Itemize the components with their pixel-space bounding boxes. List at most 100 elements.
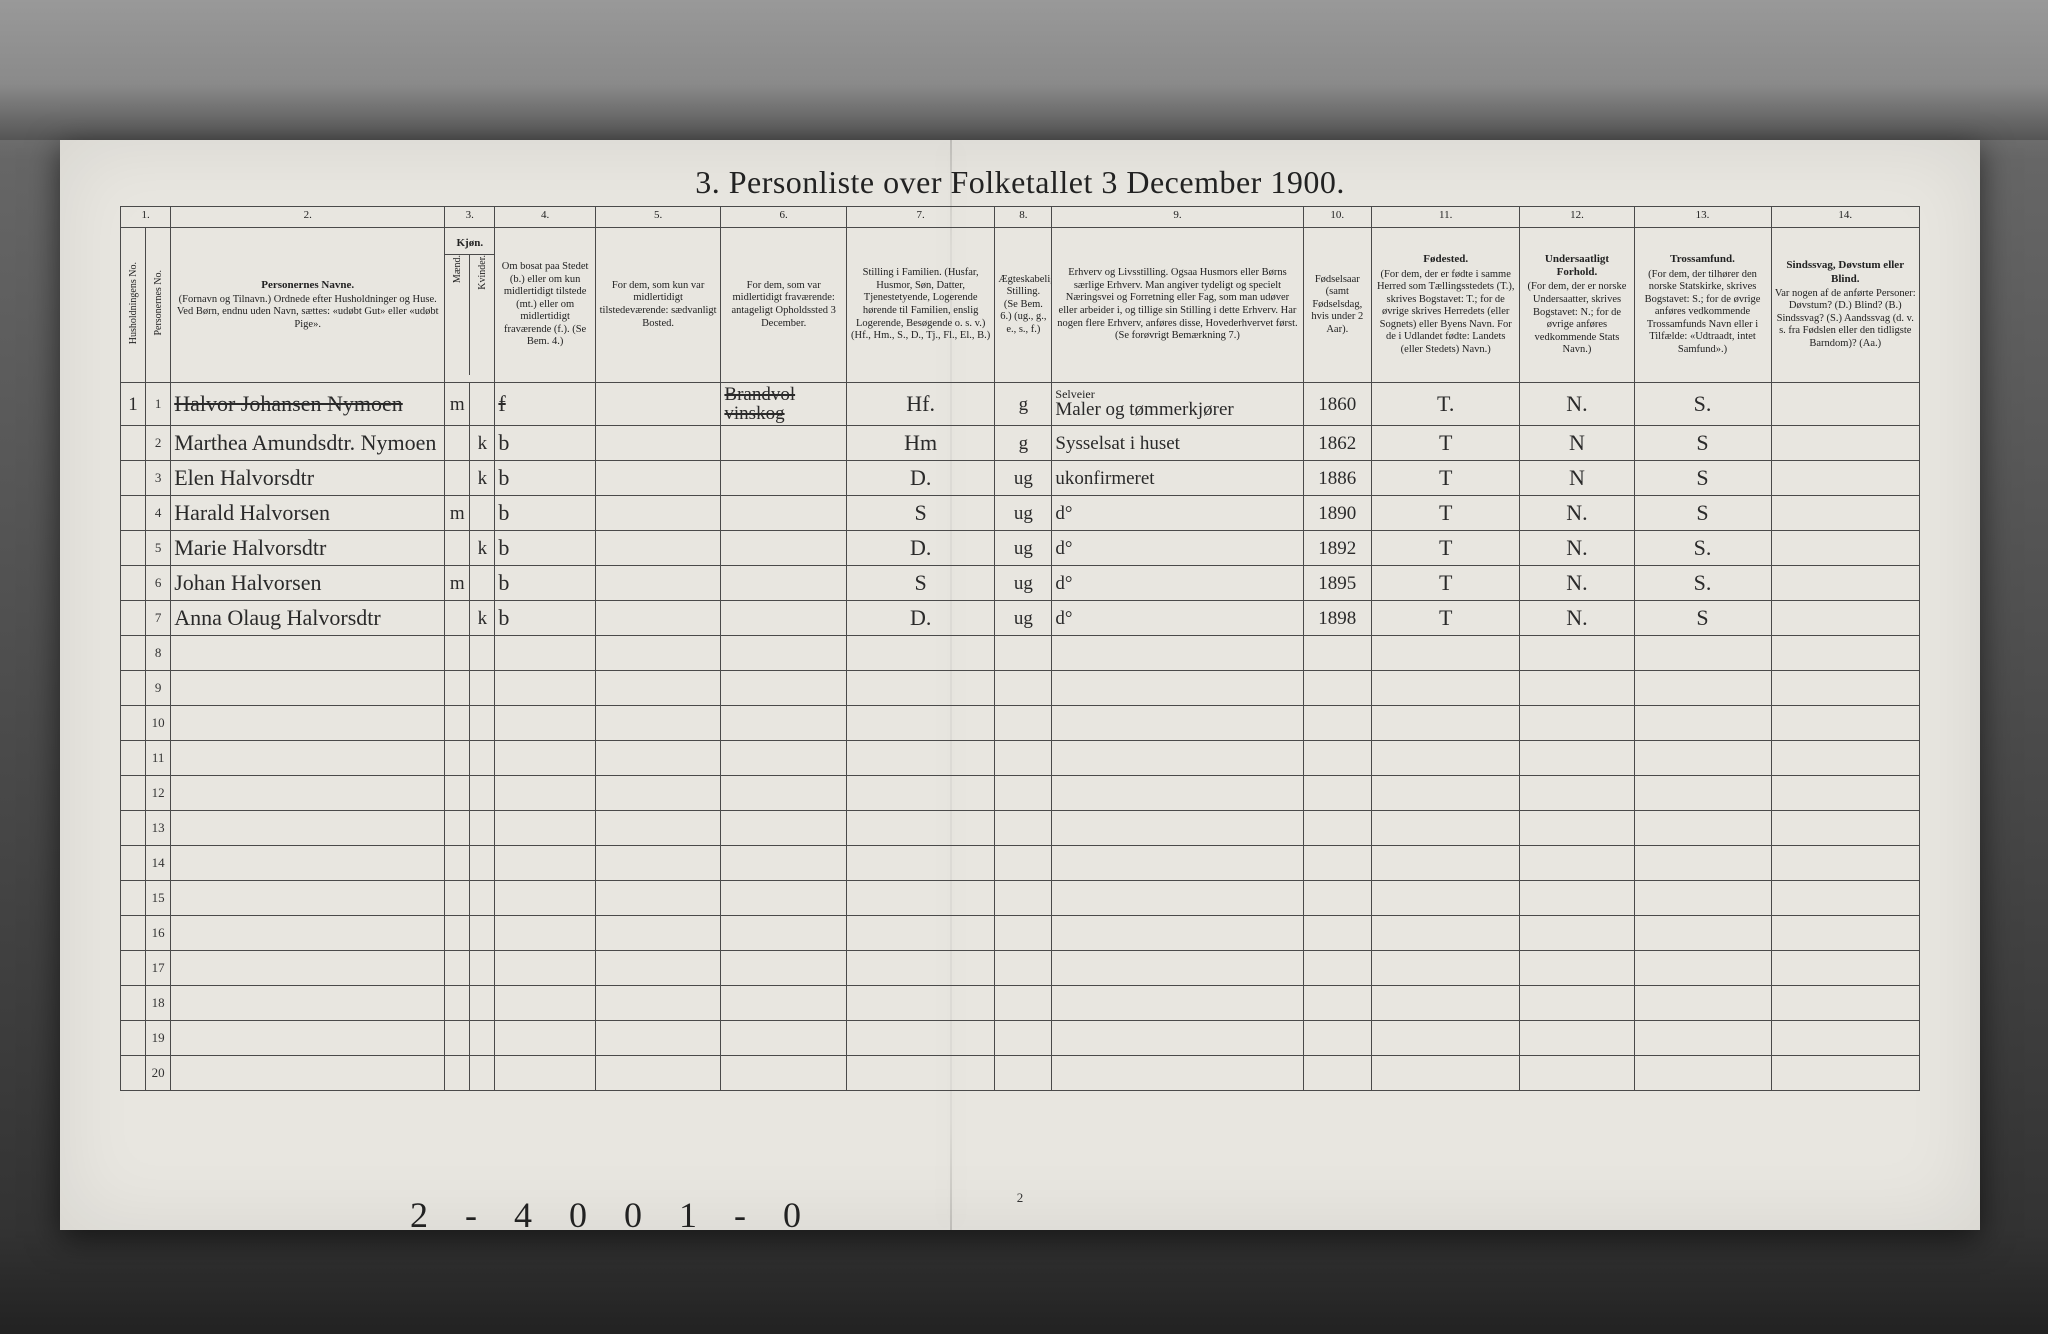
cell-blank: [470, 881, 495, 916]
cell-blank: [171, 636, 445, 671]
cell-blank: [1634, 741, 1771, 776]
header-status: Om bosat paa Stedet (b.) eller om kun mi…: [495, 228, 595, 383]
cell-sex-k: [470, 566, 495, 601]
cell-person-no: 10: [146, 706, 171, 741]
cell-household-no: [121, 916, 146, 951]
cell-blank: [445, 986, 470, 1021]
cell-blank: [995, 846, 1052, 881]
cell-blank: [721, 1021, 847, 1056]
cell-blank: [1372, 986, 1520, 1021]
cell-blank: [1634, 846, 1771, 881]
cell-blank: [1052, 881, 1303, 916]
cell-blank: [445, 916, 470, 951]
cell-sex-m: [445, 601, 470, 636]
cell-blank: [595, 1056, 721, 1091]
cell-usual-residence: [595, 426, 721, 461]
cell-household-no: [121, 846, 146, 881]
cell-blank: [445, 811, 470, 846]
table-row: 9: [121, 671, 1920, 706]
cell-birthplace: T: [1372, 426, 1520, 461]
table-row: 4Harald HalvorsenmbSugd°1890TN.S: [121, 496, 1920, 531]
header-faith: Trossamfund. (For dem, der tilhører den …: [1634, 228, 1771, 383]
cell-sex-m: [445, 426, 470, 461]
cell-blank: [721, 1056, 847, 1091]
cell-disability: [1771, 566, 1919, 601]
cell-family-position: D.: [846, 601, 994, 636]
cell-nationality: N: [1520, 461, 1634, 496]
cell-blank: [1520, 951, 1634, 986]
cell-blank: [1520, 916, 1634, 951]
cell-blank: [995, 1021, 1052, 1056]
colno-8: 8.: [995, 207, 1052, 228]
cell-blank: [1372, 1021, 1520, 1056]
cell-blank: [1303, 986, 1371, 1021]
cell-person-no: 3: [146, 461, 171, 496]
cell-blank: [1771, 636, 1919, 671]
cell-blank: [445, 671, 470, 706]
cell-blank: [470, 671, 495, 706]
cell-blank: [171, 741, 445, 776]
cell-blank: [1634, 671, 1771, 706]
cell-household-no: [121, 461, 146, 496]
cell-occupation: d°: [1052, 531, 1303, 566]
cell-blank: [495, 881, 595, 916]
document-paper: 3. Personliste over Folketallet 3 Decemb…: [60, 140, 1980, 1230]
cell-family-position: S: [846, 496, 994, 531]
cell-blank: [995, 741, 1052, 776]
cell-blank: [846, 1056, 994, 1091]
cell-blank: [1372, 776, 1520, 811]
cell-blank: [1303, 846, 1371, 881]
table-row: 15: [121, 881, 1920, 916]
cell-blank: [595, 846, 721, 881]
cell-person-no: 8: [146, 636, 171, 671]
cell-birthplace: T: [1372, 496, 1520, 531]
cell-person-no: 1: [146, 383, 171, 426]
cell-blank: [1634, 951, 1771, 986]
cell-sex-m: [445, 531, 470, 566]
cell-faith: S: [1634, 461, 1771, 496]
cell-blank: [846, 846, 994, 881]
cell-blank: [1771, 951, 1919, 986]
cell-household-no: [121, 1021, 146, 1056]
cell-blank: [595, 706, 721, 741]
cell-occupation: SelveierMaler og tømmerkjører: [1052, 383, 1303, 426]
cell-status: f: [495, 383, 595, 426]
cell-blank: [1771, 811, 1919, 846]
colno-12: 12.: [1520, 207, 1634, 228]
cell-blank: [171, 671, 445, 706]
cell-blank: [721, 846, 847, 881]
cell-blank: [1052, 951, 1303, 986]
cell-occupation: ukonfirmeret: [1052, 461, 1303, 496]
cell-blank: [1634, 916, 1771, 951]
cell-blank: [1771, 986, 1919, 1021]
cell-blank: [995, 1056, 1052, 1091]
cell-faith: S: [1634, 601, 1771, 636]
cell-birthplace: T.: [1372, 383, 1520, 426]
cell-blank: [595, 741, 721, 776]
cell-marital: ug: [995, 601, 1052, 636]
cell-nationality: N.: [1520, 566, 1634, 601]
colno-14: 14.: [1771, 207, 1919, 228]
page-title: 3. Personliste over Folketallet 3 Decemb…: [60, 164, 1980, 201]
cell-person-no: 13: [146, 811, 171, 846]
cell-household-no: [121, 951, 146, 986]
cell-blank: [495, 811, 595, 846]
cell-status: b: [495, 601, 595, 636]
cell-blank: [171, 951, 445, 986]
cell-blank: [171, 1021, 445, 1056]
cell-blank: [1771, 881, 1919, 916]
cell-household-no: [121, 881, 146, 916]
table-row: 2Marthea Amundsdtr. NymoenkbHmgSysselsat…: [121, 426, 1920, 461]
cell-blank: [171, 916, 445, 951]
cell-blank: [1052, 671, 1303, 706]
cell-usual-residence: [595, 383, 721, 426]
cell-household-no: [121, 986, 146, 1021]
header-temp-present: For dem, som kun var midlertidigt tilste…: [595, 228, 721, 383]
cell-blank: [1771, 1021, 1919, 1056]
cell-blank: [721, 881, 847, 916]
cell-whereabouts: [721, 566, 847, 601]
cell-blank: [595, 776, 721, 811]
cell-whereabouts: [721, 601, 847, 636]
cell-nationality: N.: [1520, 496, 1634, 531]
cell-blank: [470, 741, 495, 776]
